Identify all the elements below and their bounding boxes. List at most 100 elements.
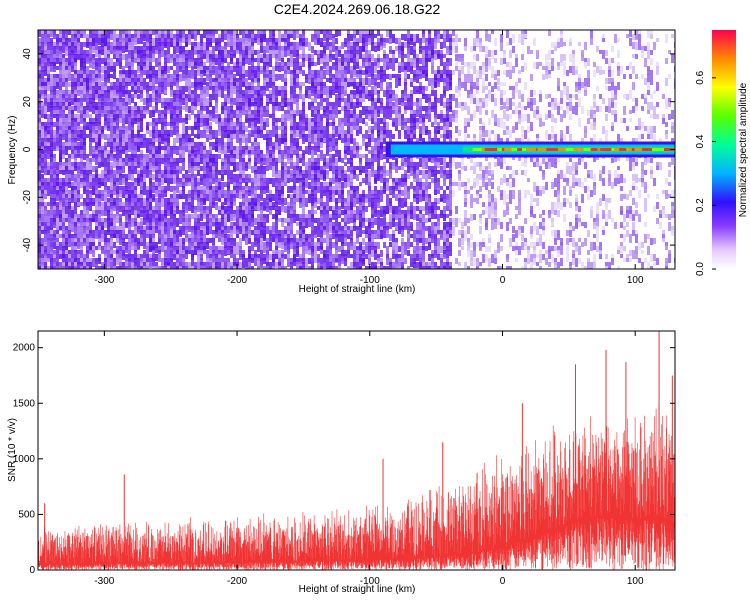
heatmap-cell [344, 250, 347, 256]
heatmap-cell [233, 198, 236, 205]
heatmap-cell [293, 82, 296, 89]
heatmap-cell [44, 166, 47, 175]
heatmap-cell [260, 194, 263, 201]
heatmap-cell [200, 58, 203, 63]
heatmap-cell [278, 126, 281, 130]
heatmap-cell [329, 66, 332, 73]
heatmap-cell [77, 234, 80, 238]
heatmap-cell [146, 190, 149, 194]
heatmap-cell [245, 234, 248, 238]
heatmap-cell [125, 110, 128, 114]
heatmap-cell [239, 194, 242, 199]
heatmap-cell [203, 262, 206, 266]
heatmap-cell [140, 210, 143, 217]
heatmap-cell [281, 74, 284, 81]
heatmap-cell [314, 210, 317, 214]
heatmap-cell [191, 110, 194, 115]
heatmap-cell [350, 50, 353, 54]
heatmap-cell [41, 262, 44, 266]
heatmap-cell [125, 154, 128, 158]
heatmap-cell [98, 198, 101, 203]
heatmap-cell [53, 138, 56, 142]
heatmap-cell [164, 230, 167, 235]
heatmap-cell [68, 106, 71, 113]
heatmap-cell [254, 110, 257, 114]
heatmap-cell [245, 162, 248, 168]
heatmap-cell [272, 118, 275, 123]
heatmap-cell [86, 250, 89, 259]
heatmap-cell [80, 162, 83, 171]
heatmap-cell [233, 194, 236, 201]
heatmap-cell [341, 238, 344, 244]
heatmap-cell [86, 182, 89, 191]
heatmap-cell [221, 166, 224, 172]
heatmap-cell [356, 166, 359, 170]
heatmap-cell [170, 122, 173, 128]
heatmap-cell [230, 138, 233, 143]
heatmap-cell [278, 90, 281, 96]
heatmap-cell [341, 158, 344, 163]
heatmap-cell [128, 154, 131, 159]
heatmap-cell [224, 30, 227, 35]
heatmap-cell [305, 146, 308, 150]
heatmap-cell [134, 218, 137, 223]
heatmap-cell [320, 218, 323, 225]
heatmap-cell [245, 174, 248, 180]
heatmap-cell [245, 94, 248, 99]
heatmap-cell [278, 118, 281, 122]
heatmap-cell [194, 146, 197, 152]
heatmap-cell [44, 70, 47, 76]
heatmap-cell [239, 106, 242, 113]
heatmap-cell [212, 166, 215, 171]
heatmap-cell [164, 110, 167, 116]
heatmap-cell [296, 242, 299, 248]
heatmap-cell [221, 130, 224, 138]
heatmap-cell [74, 238, 77, 245]
heatmap-cell [182, 138, 185, 144]
heatmap-cell [305, 74, 308, 79]
heatmap-cell [182, 30, 185, 37]
heatmap-cell [305, 54, 308, 61]
heatmap-cell [122, 210, 125, 216]
heatmap-cell [290, 198, 293, 205]
heatmap-cell [353, 94, 356, 99]
heatmap-cell [257, 266, 260, 269]
heatmap-cell [77, 102, 80, 106]
heatmap-cell [344, 38, 347, 44]
heatmap-cell [353, 266, 356, 269]
heatmap-cell [266, 42, 269, 46]
heatmap-cell [311, 186, 314, 192]
heatmap-cell [272, 178, 275, 187]
heatmap-cell [212, 178, 215, 184]
heatmap-cell [251, 38, 254, 45]
heatmap-cell [215, 202, 218, 206]
heatmap-cell [134, 166, 137, 174]
heatmap-cell [128, 146, 131, 152]
heatmap-cell [263, 66, 266, 72]
heatmap-cell [59, 166, 62, 170]
heatmap-cell [278, 30, 281, 34]
heatmap-cell [263, 154, 266, 161]
heatmap-cell [116, 86, 119, 92]
heatmap-cell [107, 106, 110, 113]
heatmap-cell [56, 82, 59, 89]
heatmap-cell [218, 86, 221, 91]
heatmap-cell [287, 66, 290, 70]
heatmap-cell [110, 134, 113, 139]
heatmap-cell [170, 90, 173, 97]
heatmap-cell [98, 110, 101, 114]
heatmap-cell [113, 74, 116, 78]
heatmap-cell [77, 130, 80, 137]
heatmap-cell [179, 178, 182, 184]
heatmap-cell [200, 166, 203, 171]
heatmap-cell [269, 234, 272, 241]
heatmap-cell [125, 266, 128, 269]
heatmap-cell [50, 50, 53, 55]
heatmap-cell [158, 266, 161, 269]
heatmap-cell [326, 254, 329, 262]
heatmap-cell [56, 182, 59, 189]
heatmap-cell [236, 110, 239, 115]
heatmap-cell [287, 178, 290, 183]
heatmap-cell [47, 50, 50, 55]
heatmap-cell [281, 198, 284, 204]
